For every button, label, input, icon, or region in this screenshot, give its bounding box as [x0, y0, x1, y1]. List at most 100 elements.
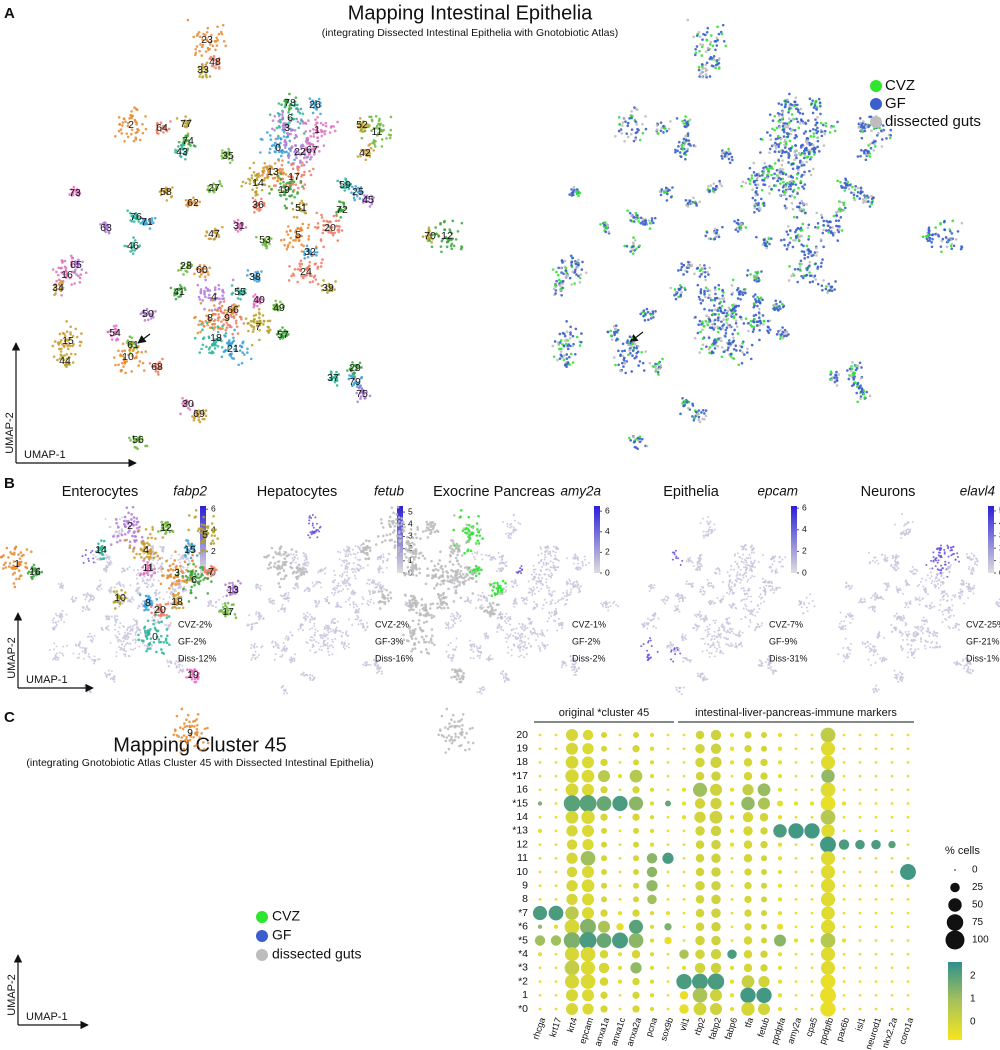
umap-point: [704, 234, 708, 238]
umap-point: [700, 411, 703, 414]
umap-point: [867, 200, 870, 203]
cluster-label: 71: [141, 216, 153, 228]
umap-point: [287, 161, 290, 164]
umap-point: [121, 342, 125, 346]
umap-point: [242, 322, 246, 325]
feature-point: [105, 570, 108, 573]
umap-point: [128, 117, 131, 120]
umap-point: [294, 133, 298, 137]
umap-point: [311, 99, 314, 102]
feature-point: [60, 582, 63, 585]
umap-point: [320, 134, 324, 138]
umap-point: [290, 162, 294, 166]
umap-point: [786, 181, 789, 185]
umap-point: [623, 360, 627, 364]
umap-point: [787, 333, 790, 336]
umap-point: [606, 330, 610, 334]
umap-point: [717, 32, 721, 36]
umap-point: [754, 190, 758, 193]
feature-point: [162, 546, 165, 549]
umap-point: [568, 355, 571, 359]
umap-point: [812, 106, 816, 109]
umap-point: [79, 273, 83, 276]
umap-point: [695, 202, 698, 205]
umap-point: [733, 219, 736, 223]
umap-point: [266, 319, 270, 323]
umap-point: [634, 138, 638, 141]
umap-point: [239, 297, 242, 301]
umap-point: [290, 128, 294, 132]
feature-point: [208, 602, 211, 605]
umap-point: [632, 435, 635, 439]
umap-point: [130, 114, 133, 118]
umap-point: [654, 310, 657, 313]
umap-point: [295, 107, 298, 111]
umap-point: [305, 146, 308, 150]
umap-point: [741, 351, 744, 354]
umap-point: [768, 242, 771, 246]
cluster-label: 64: [156, 122, 168, 134]
umap-point: [761, 178, 764, 182]
umap-point: [640, 437, 644, 441]
umap-point: [609, 329, 613, 333]
umap-point: [835, 224, 838, 228]
umap-point: [571, 256, 575, 260]
umap-point: [717, 233, 720, 237]
umap-point: [678, 151, 682, 154]
umap-point: [720, 320, 723, 323]
umap-point: [766, 176, 769, 180]
umap-point: [247, 329, 250, 333]
umap-point: [742, 289, 746, 293]
umap-point: [794, 96, 798, 99]
umap-point: [370, 119, 374, 123]
umap-point: [814, 128, 818, 132]
umap-point: [284, 100, 287, 103]
umap-point: [787, 225, 790, 228]
feature-point: [141, 600, 144, 603]
umap-point: [837, 373, 841, 376]
umap-point: [673, 288, 677, 291]
umap-point: [263, 176, 267, 180]
feature-point: [136, 582, 139, 585]
umap-point: [263, 183, 267, 187]
umap-point: [204, 234, 208, 238]
umap-point: [575, 192, 579, 195]
cluster-label: 39: [322, 282, 334, 294]
umap-point: [681, 396, 684, 400]
umap-point: [832, 125, 835, 128]
umap-point: [279, 141, 282, 145]
umap-point: [132, 236, 135, 239]
umap-point: [630, 370, 634, 373]
feature-point: [147, 583, 150, 586]
umap-point: [199, 301, 203, 305]
umap-point: [69, 254, 73, 258]
umap-point: [861, 190, 864, 194]
umap-point: [713, 58, 716, 62]
umap-point: [800, 199, 804, 203]
umap-point: [757, 307, 761, 311]
umap-point: [813, 104, 817, 107]
umap-point: [680, 145, 684, 149]
umap-point: [175, 117, 179, 120]
umap-point: [289, 149, 292, 152]
umap-point: [570, 263, 573, 267]
feature-point: [87, 559, 90, 562]
umap-point: [722, 39, 726, 43]
umap-point: [631, 252, 635, 256]
umap-point: [714, 313, 717, 316]
umap-point: [794, 228, 798, 232]
umap-point: [868, 205, 872, 208]
umap-point: [206, 323, 210, 327]
umap-point: [651, 314, 654, 318]
feature-point: [107, 589, 110, 592]
umap-point: [368, 142, 372, 146]
umap-point: [628, 117, 631, 120]
umap-point: [316, 115, 319, 119]
umap-point: [280, 118, 284, 121]
legend-swatch: [870, 80, 882, 92]
umap-point: [629, 250, 632, 253]
umap-point: [299, 153, 302, 157]
feature-point: [84, 553, 87, 556]
umap-point: [727, 147, 730, 151]
umap-point: [703, 264, 706, 267]
